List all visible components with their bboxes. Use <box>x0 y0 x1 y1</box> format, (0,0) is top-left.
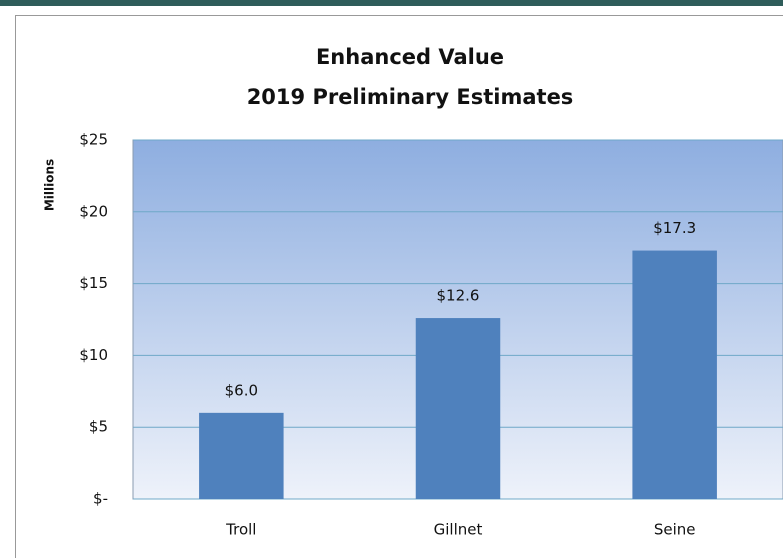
value-label: $12.6 <box>437 287 480 305</box>
y-tick-label: $15 <box>79 274 108 292</box>
y-tick-label: $5 <box>89 418 108 436</box>
value-label: $6.0 <box>225 381 258 399</box>
y-axis-label: Millions <box>43 159 57 211</box>
y-tick-label: $10 <box>79 346 108 364</box>
bar <box>415 318 501 499</box>
x-tick-label: Gillnet <box>434 521 483 539</box>
top-strip <box>0 0 783 6</box>
y-tick-label: $- <box>93 490 108 508</box>
y-tick-label: $25 <box>79 131 108 149</box>
x-tick-label: Troll <box>225 521 256 539</box>
chart-subtitle: 2019 Preliminary Estimates <box>247 85 574 109</box>
x-tick-label: Seine <box>654 521 696 539</box>
y-tick-label: $20 <box>79 202 108 220</box>
chart-title: Enhanced Value <box>316 45 504 69</box>
bar <box>632 250 717 499</box>
value-label: $17.3 <box>653 219 696 237</box>
bar <box>199 412 284 499</box>
